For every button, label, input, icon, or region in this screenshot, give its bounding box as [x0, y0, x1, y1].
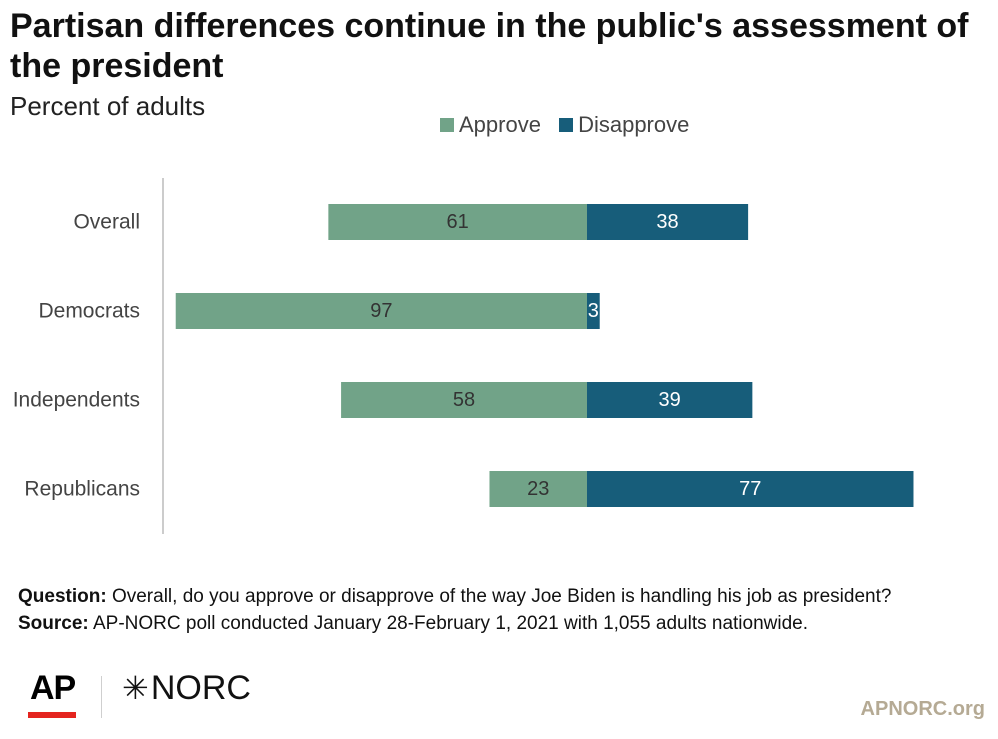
ap-logo: AP	[30, 669, 76, 707]
bar-disapprove-democrats	[587, 293, 600, 329]
data-label-disapprove-democrats: 3	[588, 300, 599, 322]
data-label-disapprove-republicans: 77	[739, 478, 761, 500]
disapprove-swatch	[559, 118, 574, 132]
legend-item-approve: Approve	[440, 112, 541, 138]
category-label-republicans: Republicans	[24, 478, 140, 501]
chart-legend: Approve Disapprove	[440, 112, 701, 138]
bar-disapprove-republicans	[587, 471, 914, 507]
data-label-approve-democrats: 97	[370, 300, 392, 322]
bar-chart: Overall 61 38 Democrats 97 3 Independents 58 39 R…	[13, 178, 914, 534]
category-label-overall: Overall	[73, 211, 140, 234]
bar-approve-republicans	[489, 471, 587, 507]
data-label-disapprove-independents: 39	[659, 389, 681, 411]
category-label-independents: Independents	[13, 389, 140, 412]
site-link[interactable]: APNORC.org	[860, 698, 985, 720]
source-text: AP-NORC poll conducted January 28-Februa…	[92, 613, 808, 634]
norc-logo-text: NORC	[150, 669, 251, 707]
norc-logo: ✳NORC	[122, 668, 251, 708]
ap-logo-bar	[28, 712, 76, 718]
data-label-approve-overall: 61	[447, 211, 469, 233]
question-label: Question:	[18, 586, 107, 607]
approve-swatch	[440, 118, 454, 132]
legend-approve-label: Approve	[459, 112, 541, 137]
category-label-democrats: Democrats	[38, 300, 140, 323]
logo-divider	[101, 676, 102, 718]
data-label-approve-independents: 58	[453, 389, 475, 411]
legend-item-disapprove: Disapprove	[559, 112, 689, 138]
question-text: Overall, do you approve or disapprove of…	[111, 586, 892, 607]
bar-approve-overall	[328, 204, 587, 240]
data-label-disapprove-overall: 38	[656, 211, 678, 233]
bar-approve-independents	[341, 382, 587, 418]
footnote: Question: Overall, do you approve or dis…	[18, 583, 891, 637]
norc-star-icon: ✳	[122, 670, 149, 706]
chart-title: Partisan differences continue in the pub…	[10, 7, 969, 85]
question-line: Question: Overall, do you approve or dis…	[18, 583, 891, 610]
bar-disapprove-independents	[587, 382, 753, 418]
bar-disapprove-overall	[587, 204, 749, 240]
data-label-approve-republicans: 23	[527, 478, 549, 500]
legend-disapprove-label: Disapprove	[578, 112, 690, 137]
bar-approve-democrats	[175, 293, 587, 329]
chart-subtitle: Percent of adults	[10, 91, 206, 121]
source-line: Source: AP-NORC poll conducted January 2…	[18, 610, 891, 637]
source-label: Source:	[18, 613, 89, 634]
